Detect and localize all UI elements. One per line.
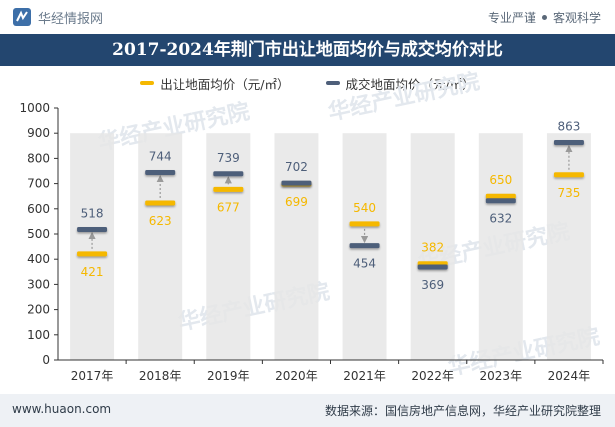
deal-price-label: 518 xyxy=(81,206,104,220)
axes: 0 100 200 300 400 500 600 700 800 900 1000 2017年 201… xyxy=(19,101,604,383)
listing-price-label: 623 xyxy=(149,214,172,228)
y-tick-label: 600 xyxy=(27,202,50,216)
x-tick-label: 2022年 xyxy=(411,369,454,383)
brand[interactable]: 华经情报网 xyxy=(12,7,103,27)
listing-price-label: 677 xyxy=(217,200,240,214)
x-tick-label: 2021年 xyxy=(343,369,386,383)
x-tick-label: 2018年 xyxy=(139,369,182,383)
y-tick-label: 300 xyxy=(27,277,50,291)
deal-price-mark xyxy=(553,140,584,146)
listing-price-label: 650 xyxy=(489,173,512,187)
legend-swatch-deal xyxy=(325,81,340,85)
column-backgrounds xyxy=(70,133,591,360)
listing-price-mark xyxy=(145,200,176,206)
deal-price-label: 369 xyxy=(421,278,444,292)
legend-label-listing: 出让地面均价（元/㎡） xyxy=(160,76,290,92)
column-bg-5 xyxy=(410,133,455,360)
footer-website[interactable]: www.huaon.com xyxy=(12,402,112,416)
legend-swatch-listing xyxy=(140,81,155,85)
brand-logo-icon xyxy=(13,8,31,26)
deal-price-mark xyxy=(145,170,176,176)
deal-price-label: 739 xyxy=(217,151,240,165)
tagline-right: 客观科学 xyxy=(552,11,601,25)
top-bar: 华经情报网 专业严谨 客观科学 xyxy=(0,0,615,34)
column-bg-6 xyxy=(478,133,523,360)
x-tick-label: 2024年 xyxy=(548,369,591,383)
separator-dot-icon xyxy=(541,15,547,20)
x-tick-label: 2017年 xyxy=(71,369,114,383)
listing-price-mark xyxy=(553,172,584,178)
listing-price-mark xyxy=(77,251,108,257)
tagline: 专业严谨 客观科学 xyxy=(488,9,601,26)
legend-item-listing[interactable]: 出让地面均价（元/㎡） xyxy=(140,72,290,94)
y-tick-label: 400 xyxy=(27,252,50,266)
listing-price-mark xyxy=(349,221,380,227)
deal-price-label: 632 xyxy=(489,212,512,226)
brand-name: 华经情报网 xyxy=(38,11,104,27)
chart-legend: 出让地面均价（元/㎡） 成交地面均价（元/㎡） xyxy=(0,72,615,94)
footer: www.huaon.com 数据来源：国信房地产信息网，华经产业研究院整理 xyxy=(0,394,615,427)
x-tick-label: 2023年 xyxy=(480,369,523,383)
column-bg-2 xyxy=(206,133,251,360)
tagline-left: 专业严谨 xyxy=(487,11,536,25)
y-tick-label: 100 xyxy=(27,328,50,342)
y-tick-label: 1000 xyxy=(19,101,50,115)
listing-price-label: 699 xyxy=(285,195,308,209)
y-tick-label: 200 xyxy=(27,303,50,317)
listing-price-label: 421 xyxy=(81,265,104,279)
chart-title: 2017-2024年荆门市出让地面均价与成交均价对比 xyxy=(0,34,615,66)
column-bg-7 xyxy=(546,133,591,360)
footer-source: 数据来源：国信房地产信息网，华经产业研究院整理 xyxy=(324,404,601,418)
column-bg-3 xyxy=(274,133,319,360)
watermark-text: 华经产业研究院 xyxy=(326,68,482,125)
chart-area: 华经产业研究院华经产业研究院华经产业研究院华经产业研究院华经产业研究院 0100… xyxy=(19,68,604,383)
y-tick-label: 0 xyxy=(42,353,50,367)
y-tick-label: 900 xyxy=(27,126,50,140)
x-tick-label: 2019年 xyxy=(207,369,250,383)
deal-price-label: 744 xyxy=(149,150,172,164)
listing-price-mark xyxy=(213,186,244,192)
deal-price-label: 863 xyxy=(557,120,580,134)
deal-price-label: 454 xyxy=(353,257,376,271)
deal-price-mark xyxy=(213,171,244,177)
y-tick-label: 800 xyxy=(27,151,50,165)
column-bg-0 xyxy=(70,133,115,360)
series-marks: 421 518 623 744 677 739 699 702 540 454 382 369 650 6… xyxy=(77,120,584,292)
listing-price-label: 382 xyxy=(421,241,444,255)
deal-price-mark xyxy=(485,198,516,204)
deal-price-mark xyxy=(417,264,448,270)
legend-item-deal[interactable]: 成交地面均价（元/㎡） xyxy=(325,72,475,94)
deal-price-mark xyxy=(349,243,380,249)
column-bg-1 xyxy=(138,133,183,360)
listing-price-label: 735 xyxy=(557,186,580,200)
listing-price-label: 540 xyxy=(353,201,376,215)
listing-price-mark xyxy=(485,193,516,199)
deal-price-mark xyxy=(77,226,108,232)
deal-price-label: 702 xyxy=(285,160,308,174)
y-tick-label: 700 xyxy=(27,177,50,191)
legend-label-deal: 成交地面均价（元/㎡） xyxy=(345,76,475,92)
y-tick-label: 500 xyxy=(27,227,50,241)
x-tick-label: 2020年 xyxy=(275,369,318,383)
deal-price-mark xyxy=(281,180,312,186)
